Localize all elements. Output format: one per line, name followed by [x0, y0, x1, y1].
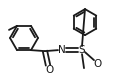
Text: S: S — [79, 45, 85, 55]
Text: O: O — [46, 65, 54, 75]
Text: N: N — [58, 45, 66, 55]
Text: O: O — [94, 59, 102, 69]
